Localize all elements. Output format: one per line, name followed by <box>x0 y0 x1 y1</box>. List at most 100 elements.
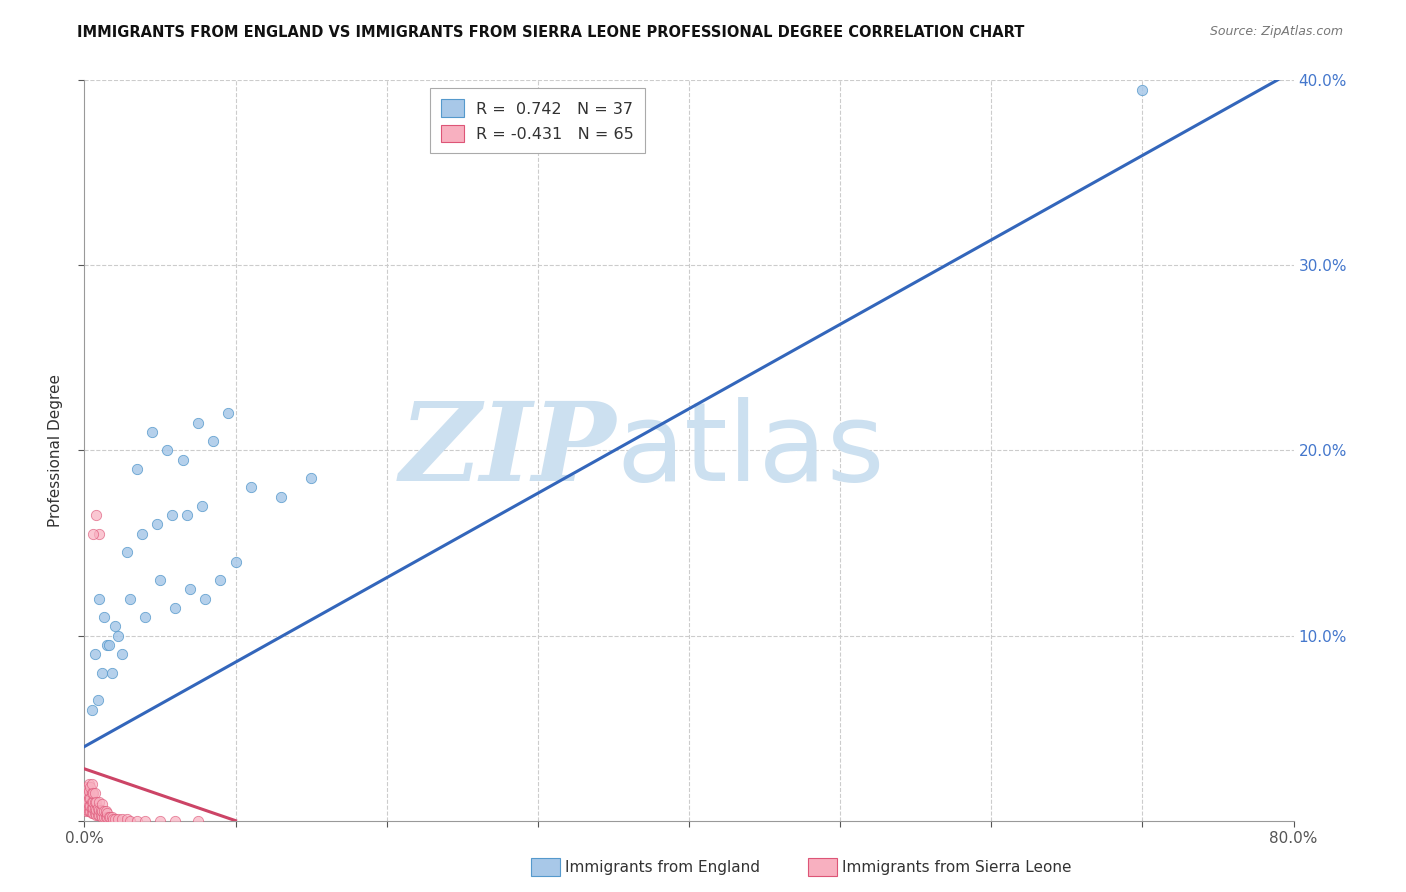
Point <box>86 795 108 809</box>
Point <box>76 780 98 795</box>
Point <box>134 610 156 624</box>
Point <box>76 786 98 800</box>
Point <box>239 481 262 495</box>
Point <box>94 805 117 819</box>
Point <box>86 808 108 822</box>
Point <box>86 803 108 817</box>
Point <box>299 471 322 485</box>
Point <box>96 810 118 824</box>
Point <box>84 647 107 661</box>
Point <box>77 805 100 819</box>
Point <box>84 786 107 800</box>
Point <box>107 812 129 826</box>
Point <box>1130 82 1153 96</box>
Point <box>104 812 127 826</box>
Point <box>87 808 110 822</box>
Point <box>270 490 292 504</box>
Point <box>217 407 239 421</box>
Point <box>146 517 169 532</box>
Point <box>127 814 149 828</box>
Point <box>89 795 111 809</box>
Point <box>209 573 232 587</box>
Text: Immigrants from Sierra Leone: Immigrants from Sierra Leone <box>842 861 1071 875</box>
Point <box>165 600 187 615</box>
Point <box>149 573 172 587</box>
Text: Source: ZipAtlas.com: Source: ZipAtlas.com <box>1209 25 1343 38</box>
Point <box>89 808 111 822</box>
Point <box>76 795 98 809</box>
Point <box>176 508 198 523</box>
Point <box>77 798 100 813</box>
Point <box>90 803 112 817</box>
Point <box>96 638 118 652</box>
Point <box>76 803 98 817</box>
Point <box>118 814 141 828</box>
Point <box>98 810 121 824</box>
Point <box>225 554 247 569</box>
Point <box>93 810 115 824</box>
Point <box>84 800 107 814</box>
Point <box>91 665 114 680</box>
Point <box>79 780 101 795</box>
Point <box>89 526 111 541</box>
Point <box>79 798 101 813</box>
Point <box>160 508 183 523</box>
Point <box>131 526 153 541</box>
Point <box>82 526 104 541</box>
Point <box>118 591 141 606</box>
Point <box>93 805 115 819</box>
Text: IMMIGRANTS FROM ENGLAND VS IMMIGRANTS FROM SIERRA LEONE PROFESSIONAL DEGREE CORR: IMMIGRANTS FROM ENGLAND VS IMMIGRANTS FR… <box>77 25 1025 40</box>
Text: atlas: atlas <box>616 397 884 504</box>
Text: Immigrants from England: Immigrants from England <box>565 861 761 875</box>
Point <box>84 806 107 821</box>
Point <box>93 610 115 624</box>
Point <box>172 452 194 467</box>
Point <box>77 784 100 798</box>
Point <box>191 499 214 513</box>
Point <box>80 786 103 800</box>
Point <box>97 810 120 824</box>
Point <box>94 810 117 824</box>
Point <box>89 803 111 817</box>
Point <box>156 443 179 458</box>
Legend: R =  0.742   N = 37, R = -0.431   N = 65: R = 0.742 N = 37, R = -0.431 N = 65 <box>430 88 645 153</box>
Point <box>82 806 104 821</box>
Point <box>187 416 209 430</box>
Point <box>101 812 124 826</box>
Point <box>75 798 97 813</box>
Point <box>89 591 111 606</box>
Point <box>79 791 101 805</box>
Point <box>79 805 101 819</box>
Point <box>111 812 134 826</box>
Point <box>149 814 172 828</box>
Point <box>84 795 107 809</box>
Point <box>179 582 201 597</box>
Point <box>91 797 114 811</box>
Point <box>134 814 156 828</box>
Point <box>115 545 138 559</box>
Point <box>111 647 134 661</box>
Point <box>107 628 129 642</box>
Point <box>91 805 114 819</box>
Point <box>82 800 104 814</box>
Point <box>86 508 108 523</box>
Point <box>87 693 110 707</box>
Point <box>96 806 118 821</box>
Point <box>80 795 103 809</box>
Point <box>194 591 217 606</box>
Point <box>80 776 103 791</box>
Point <box>77 776 100 791</box>
Point <box>82 795 104 809</box>
Point <box>82 786 104 800</box>
Point <box>187 814 209 828</box>
Point <box>104 619 127 633</box>
Point <box>100 810 122 824</box>
Point <box>75 791 97 805</box>
Point <box>80 703 103 717</box>
Point <box>87 800 110 814</box>
Point <box>90 808 112 822</box>
Point <box>80 806 103 821</box>
Text: ZIP: ZIP <box>399 397 616 504</box>
Point <box>100 665 122 680</box>
Point <box>97 638 120 652</box>
